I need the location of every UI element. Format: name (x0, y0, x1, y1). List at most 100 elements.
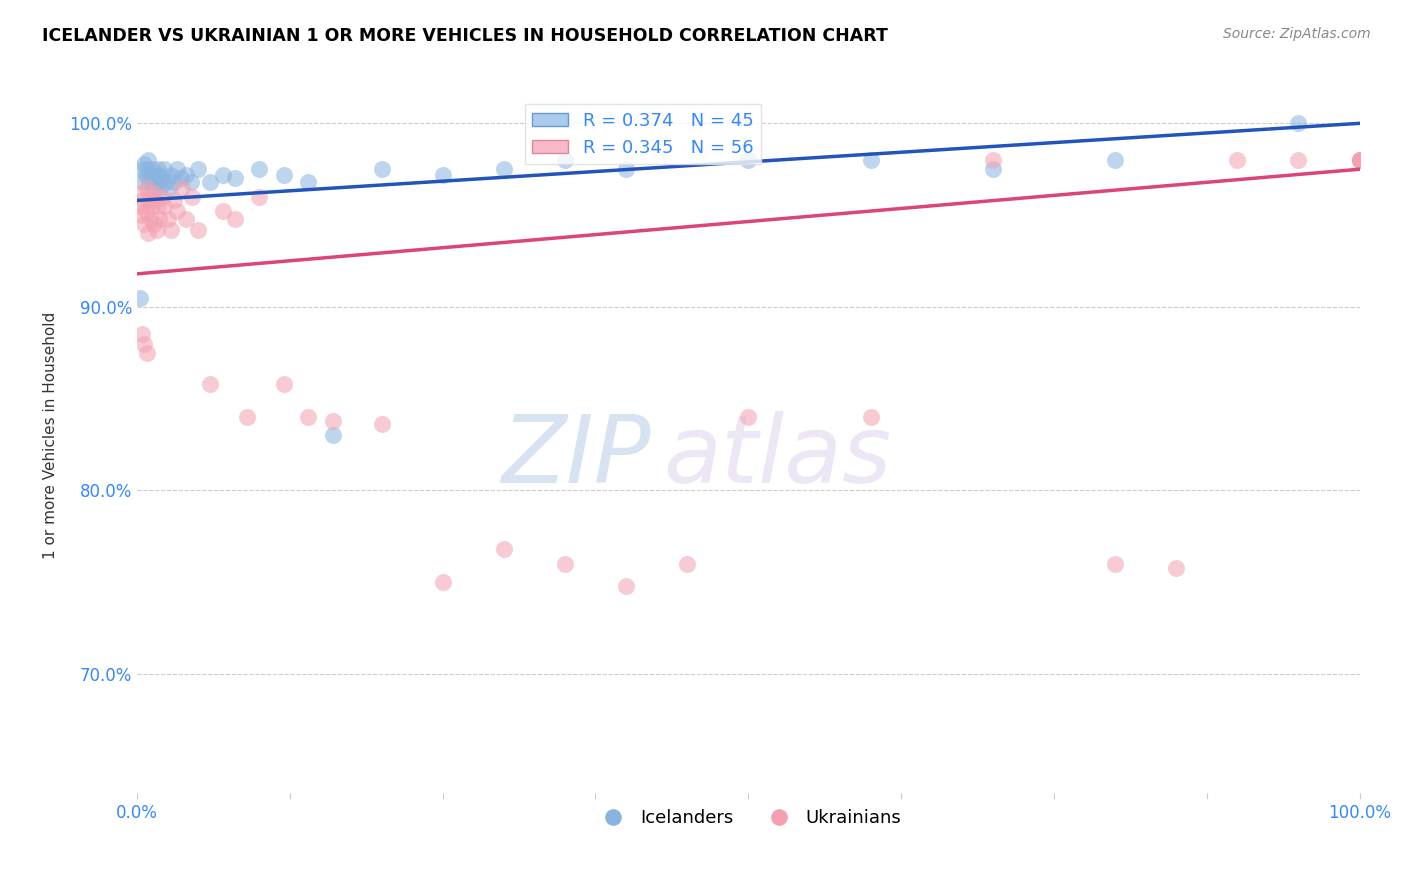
Point (139, 211, 162, 226)
Point (859, 410, 882, 425)
Point (134, 157, 156, 171)
Point (859, 153, 882, 167)
Point (145, 175, 167, 189)
Point (143, 217, 166, 231)
Legend: Icelanders, Ukrainians: Icelanders, Ukrainians (588, 802, 908, 834)
Point (141, 162, 163, 177)
Point (1226, 153, 1249, 167)
Point (1348, 153, 1371, 167)
Point (145, 168, 167, 182)
Point (211, 168, 233, 182)
Point (273, 376, 295, 391)
Point (1166, 560, 1188, 574)
Point (676, 557, 699, 571)
Point (554, 557, 576, 571)
Point (131, 327, 153, 342)
Point (138, 175, 160, 189)
Point (131, 208, 153, 222)
Point (1104, 153, 1126, 167)
Point (247, 190, 270, 204)
Point (146, 199, 169, 213)
Point (432, 168, 454, 182)
Point (224, 171, 246, 186)
Point (150, 171, 173, 186)
Point (136, 227, 159, 241)
Point (153, 162, 176, 177)
Point (554, 153, 576, 167)
Point (370, 162, 392, 177)
Point (322, 414, 344, 428)
Point (322, 428, 344, 442)
Point (172, 180, 194, 194)
Point (163, 175, 186, 189)
Point (174, 211, 197, 226)
Point (145, 194, 167, 208)
Point (149, 180, 172, 194)
Point (1286, 116, 1309, 130)
Point (181, 190, 204, 204)
Point (236, 410, 259, 425)
Point (187, 223, 209, 237)
Point (297, 175, 319, 189)
Point (492, 162, 515, 177)
Point (128, 186, 150, 200)
Point (136, 153, 159, 167)
Y-axis label: 1 or more Vehicles in Household: 1 or more Vehicles in Household (44, 312, 58, 559)
Point (180, 175, 202, 189)
Point (492, 542, 515, 557)
Point (148, 168, 170, 182)
Point (981, 162, 1004, 177)
Point (1348, 153, 1371, 167)
Point (1348, 153, 1371, 167)
Point (134, 217, 156, 231)
Point (981, 153, 1004, 167)
Point (160, 168, 183, 182)
Point (1348, 153, 1371, 167)
Point (166, 204, 188, 219)
Point (187, 162, 209, 177)
Point (297, 410, 319, 425)
Point (163, 194, 186, 208)
Point (160, 223, 183, 237)
Point (135, 346, 157, 360)
Point (135, 162, 157, 177)
Text: ZIP: ZIP (501, 411, 651, 502)
Point (155, 175, 177, 189)
Point (135, 168, 157, 182)
Point (143, 180, 166, 194)
Point (135, 204, 157, 219)
Point (247, 162, 270, 177)
Point (138, 194, 160, 208)
Point (370, 417, 392, 432)
Point (142, 171, 165, 186)
Point (614, 162, 637, 177)
Text: atlas: atlas (662, 411, 891, 502)
Point (166, 162, 188, 177)
Point (200, 376, 222, 391)
Point (129, 199, 152, 213)
Point (132, 175, 155, 189)
Point (142, 186, 165, 200)
Point (170, 171, 193, 186)
Point (148, 211, 170, 226)
Point (200, 175, 222, 189)
Point (139, 168, 162, 182)
Text: ICELANDER VS UKRAINIAN 1 OR MORE VEHICLES IN HOUSEHOLD CORRELATION CHART: ICELANDER VS UKRAINIAN 1 OR MORE VEHICLE… (42, 27, 889, 45)
Point (145, 223, 167, 237)
Point (131, 162, 153, 177)
Point (150, 190, 173, 204)
Point (132, 194, 155, 208)
Point (174, 168, 197, 182)
Point (135, 180, 157, 194)
Point (1286, 153, 1309, 167)
Point (134, 336, 156, 351)
Point (273, 168, 295, 182)
Point (737, 410, 759, 425)
Point (211, 204, 233, 219)
Point (614, 579, 637, 593)
Point (224, 211, 246, 226)
Point (157, 180, 180, 194)
Point (146, 162, 169, 177)
Point (432, 575, 454, 590)
Point (141, 199, 163, 213)
